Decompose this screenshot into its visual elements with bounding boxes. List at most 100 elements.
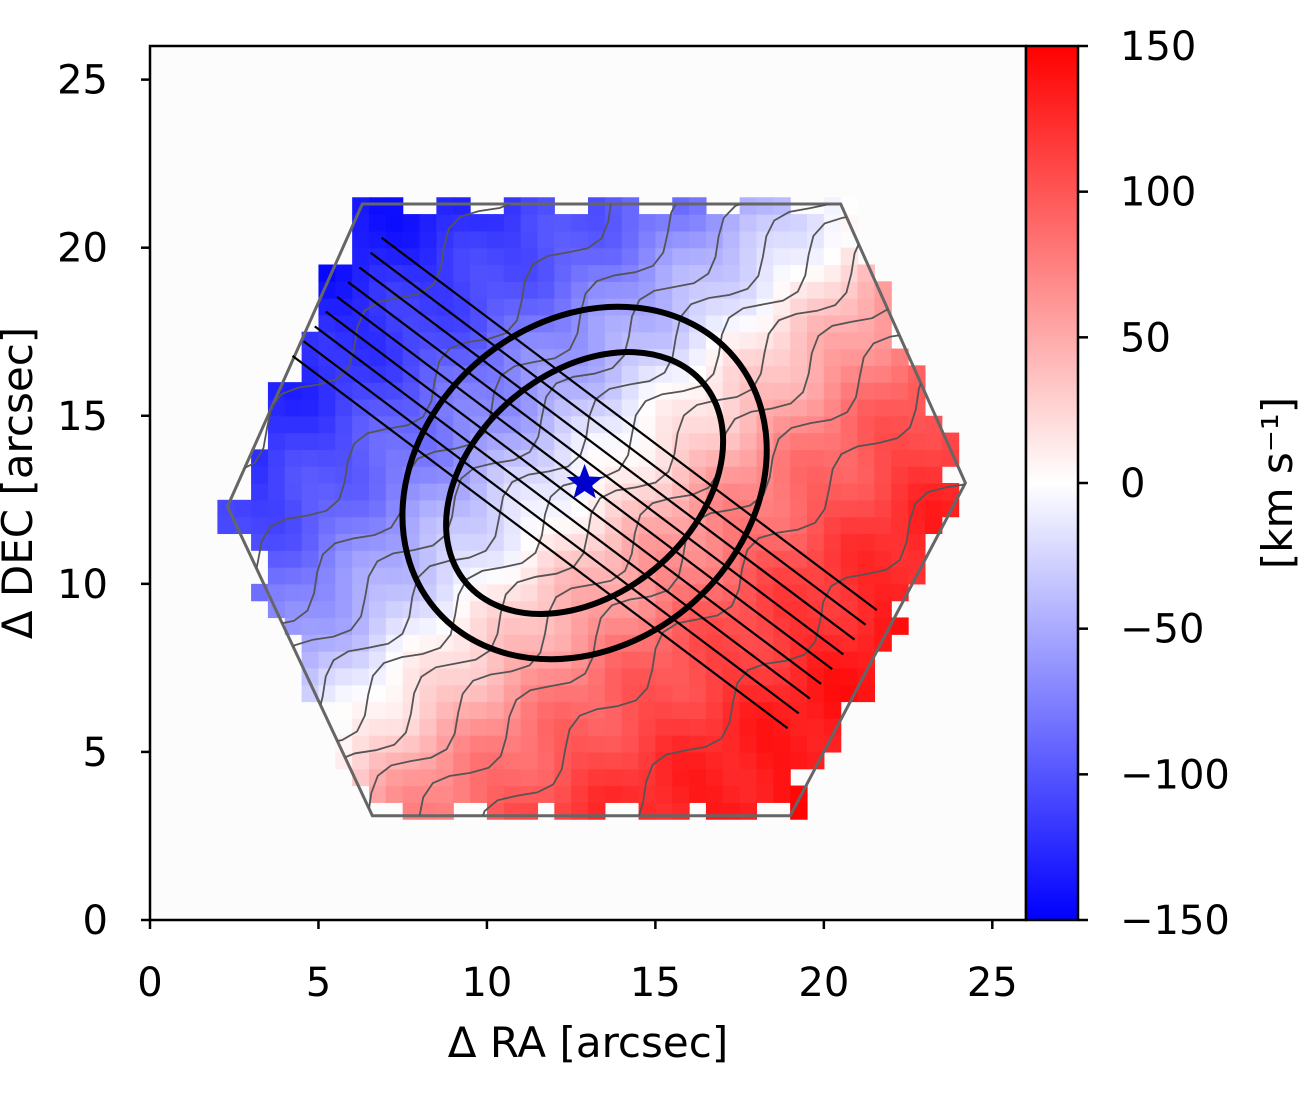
map-pixel (385, 634, 404, 652)
map-pixel (520, 230, 539, 249)
map-pixel (807, 365, 825, 383)
map-pixel (588, 718, 606, 736)
map-pixel (503, 197, 522, 215)
map-pixel (571, 365, 589, 383)
map-pixel (470, 533, 488, 551)
map-pixel (470, 516, 488, 535)
map-pixel (790, 365, 808, 383)
map-pixel (891, 617, 909, 635)
map-pixel (520, 298, 539, 316)
x-axis-ticks: 0 5 10 15 20 25 (137, 920, 1018, 1006)
map-pixel (722, 785, 741, 803)
map-pixel (520, 197, 539, 215)
map-pixel (823, 264, 842, 282)
map-pixel (790, 331, 808, 350)
map-pixel (857, 567, 875, 585)
map-pixel (318, 483, 336, 501)
map-pixel (773, 651, 791, 669)
map-pixel (739, 617, 758, 635)
map-pixel (689, 432, 707, 450)
map-pixel (453, 230, 471, 249)
map-pixel (385, 449, 404, 467)
map-pixel (419, 298, 437, 316)
map-pixel (773, 247, 791, 266)
map-pixel (335, 651, 353, 669)
map-pixel (385, 499, 404, 518)
map-pixel (621, 667, 640, 686)
map-pixel (267, 415, 286, 434)
map-pixel (520, 483, 539, 501)
map-pixel (369, 651, 387, 669)
map-pixel (284, 449, 303, 467)
map-pixel (588, 214, 606, 232)
map-pixel (486, 785, 505, 803)
map-pixel (588, 684, 606, 703)
map-pixel (807, 264, 825, 282)
map-pixel (503, 617, 522, 635)
map-pixel (520, 667, 539, 686)
map-pixel (756, 684, 774, 703)
map-pixel (503, 516, 522, 535)
map-pixel (773, 398, 791, 417)
map-pixel (604, 735, 623, 753)
map-pixel (672, 667, 690, 686)
map-pixel (251, 499, 269, 518)
x-axis-label: Δ RA [arcsec] (448, 1018, 728, 1067)
map-pixel (773, 281, 791, 299)
map-pixel (369, 264, 387, 282)
map-pixel (807, 398, 825, 417)
map-pixel (773, 617, 791, 635)
map-pixel (402, 735, 421, 753)
map-pixel (470, 785, 488, 803)
map-pixel (470, 483, 488, 501)
map-pixel (807, 718, 825, 736)
map-pixel (672, 651, 690, 669)
map-pixel (402, 667, 421, 686)
map-pixel (588, 617, 606, 635)
map-pixel (486, 550, 505, 568)
map-pixel (773, 751, 791, 770)
map-pixel (318, 499, 336, 518)
map-pixel (672, 684, 690, 703)
map-boundary (225, 202, 968, 818)
map-pixel (301, 365, 320, 383)
map-pixel (705, 281, 724, 299)
map-pixel (672, 214, 690, 232)
map-pixel (840, 466, 859, 484)
map-pixel (908, 533, 926, 551)
map-pixel (604, 550, 623, 568)
colorbar-ticks: 150 100 50 0 −50 −100 −150 (1078, 24, 1230, 944)
contour-line (227, 204, 948, 816)
map-pixel (486, 483, 505, 501)
map-pixel (689, 785, 707, 803)
map-pixel (638, 718, 656, 736)
map-pixel (908, 449, 926, 467)
map-pixel (486, 684, 505, 703)
map-pixel (369, 398, 387, 417)
map-pixel (571, 751, 589, 770)
map-pixel (503, 415, 522, 434)
map-pixel (470, 449, 488, 467)
map-pixel (486, 651, 505, 669)
map-pixel (453, 298, 471, 316)
map-pixel (773, 684, 791, 703)
x-tick-label: 10 (461, 960, 512, 1006)
map-pixel (588, 768, 606, 787)
map-pixel (705, 651, 724, 669)
map-pixel (318, 516, 336, 535)
map-pixel (301, 651, 320, 669)
map-pixel (638, 314, 656, 333)
map-pixel (807, 499, 825, 518)
colorbar (1024, 44, 1080, 922)
map-pixel (537, 634, 555, 652)
map-pixel (284, 583, 303, 602)
map-pixel (722, 230, 741, 249)
map-pixel (722, 483, 741, 501)
map-pixel (453, 281, 471, 299)
map-pixel (588, 449, 606, 467)
map-pixel (891, 348, 909, 366)
map-pixel (874, 398, 892, 417)
map-pixel (655, 314, 673, 333)
map-pixel (874, 483, 892, 501)
